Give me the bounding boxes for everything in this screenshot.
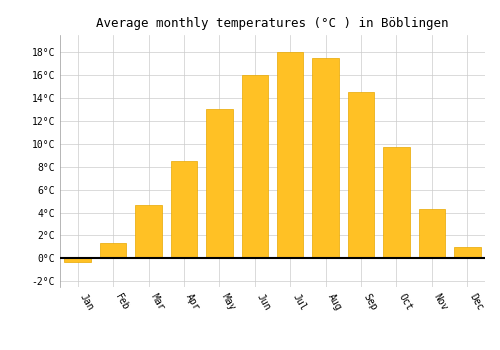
Title: Average monthly temperatures (°C ) in Böblingen: Average monthly temperatures (°C ) in Bö… (96, 17, 449, 30)
Bar (170, 161, 197, 258)
Bar (418, 209, 445, 258)
Bar (312, 58, 339, 258)
Bar (454, 247, 480, 258)
Bar (277, 52, 303, 258)
Bar (348, 92, 374, 258)
Bar (136, 204, 162, 258)
Bar (100, 244, 126, 258)
Bar (242, 75, 268, 258)
Bar (383, 147, 409, 258)
Bar (64, 258, 91, 262)
Bar (206, 110, 233, 258)
